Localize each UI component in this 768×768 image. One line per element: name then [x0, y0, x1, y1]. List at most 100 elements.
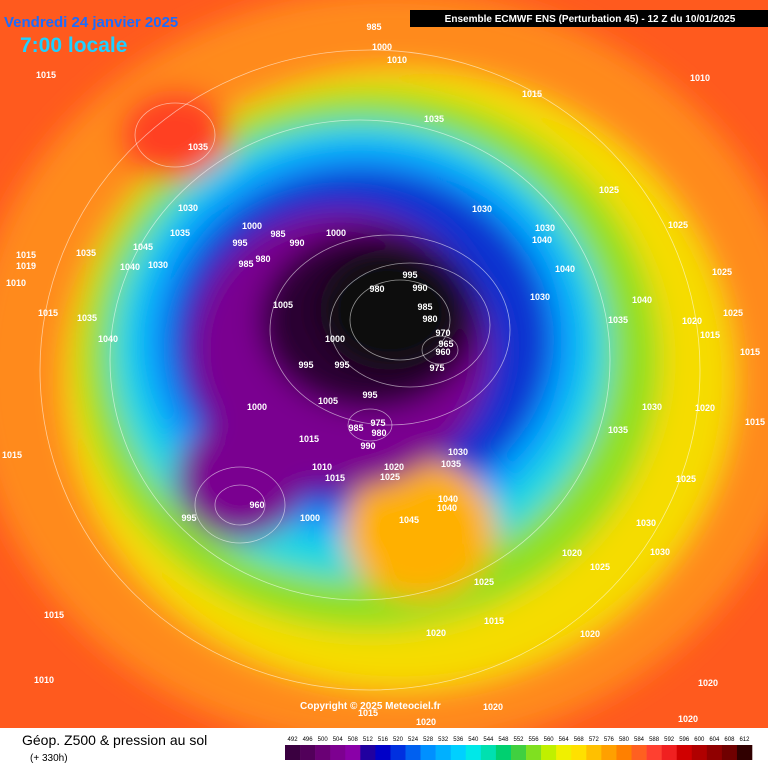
isobar-label: 985 — [238, 259, 253, 269]
colorbar-label: 568 — [574, 737, 585, 743]
colorbar-label: 592 — [664, 737, 675, 743]
colorbar-label: 556 — [529, 737, 540, 743]
isobar-label: 1005 — [273, 300, 293, 310]
z500-zone — [175, 420, 305, 540]
isobar-label: 1025 — [668, 220, 688, 230]
isobar-label: 1035 — [77, 313, 97, 323]
colorbar-swatch — [375, 745, 391, 760]
isobar-label: 980 — [371, 428, 386, 438]
isobar-label: 1010 — [34, 675, 54, 685]
isobar-label: 1025 — [712, 267, 732, 277]
isobar-label: 995 — [232, 238, 247, 248]
colorbar-label: 576 — [604, 737, 615, 743]
isobar-label: 1015 — [44, 610, 64, 620]
colorbar-swatch — [300, 745, 316, 760]
isobar-label: 1030 — [650, 547, 670, 557]
isobar-label: 980 — [369, 284, 384, 294]
colorbar-label: 492 — [288, 737, 299, 743]
isobar — [134, 102, 216, 168]
isobar-label: 1015 — [2, 450, 22, 460]
isobar-label: 1015 — [484, 616, 504, 626]
colorbar-swatch — [571, 745, 587, 760]
isobar-label: 1035 — [76, 248, 96, 258]
colorbar-swatch — [526, 745, 542, 760]
isobar-label: 1020 — [678, 714, 698, 724]
isobar-label: 995 — [334, 360, 349, 370]
isobar-label: 1010 — [690, 73, 710, 83]
isobar-label: 1020 — [682, 316, 702, 326]
isobar-label: 995 — [362, 390, 377, 400]
colorbar-label: 612 — [739, 737, 750, 743]
isobar-label: 1035 — [188, 142, 208, 152]
isobar-label: 1015 — [38, 308, 58, 318]
isobar-label: 1040 — [632, 295, 652, 305]
isobar-label: 1030 — [178, 203, 198, 213]
isobar — [109, 119, 611, 601]
isobar — [214, 484, 266, 526]
colorbar-swatch — [450, 745, 467, 760]
isobar-label: 1040 — [532, 235, 552, 245]
colorbar-swatch — [601, 745, 617, 760]
isobar-label: 995 — [402, 270, 417, 280]
colorbar-swatch — [435, 745, 452, 760]
colorbar-swatch — [285, 745, 301, 760]
isobar-label: 980 — [255, 254, 270, 264]
colorbar-label: 560 — [544, 737, 555, 743]
colorbar-swatch — [480, 745, 497, 760]
colorbar-label: 504 — [333, 737, 344, 743]
isobar-label: 985 — [417, 302, 432, 312]
isobar-label: 1020 — [562, 548, 582, 558]
isobar-label: 1015 — [36, 70, 56, 80]
isobar-label: 985 — [270, 229, 285, 239]
isobar-label: 970 — [435, 328, 450, 338]
colorbar-swatch — [495, 745, 512, 760]
isobar-label: 1035 — [424, 114, 444, 124]
isobar-label: 1025 — [723, 308, 743, 318]
isobar-label: 1000 — [325, 334, 345, 344]
isobar-label: 1000 — [372, 42, 392, 52]
isobar-label: 1020 — [483, 702, 503, 712]
isobar-label: 1035 — [608, 315, 628, 325]
colorbar-swatch — [586, 745, 602, 760]
isobar — [347, 408, 393, 442]
colorbar-swatch — [541, 745, 557, 760]
isobar-label: 1045 — [133, 242, 153, 252]
isobar-label: 1015 — [700, 330, 720, 340]
colorbar-label: 572 — [589, 737, 600, 743]
isobar-label: 1010 — [312, 462, 332, 472]
isobar — [269, 234, 511, 426]
isobar — [39, 49, 701, 691]
colorbar-swatch — [721, 745, 738, 760]
isobar-label: 1020 — [426, 628, 446, 638]
colorbar-label: 512 — [363, 737, 374, 743]
isobar-label: 1025 — [599, 185, 619, 195]
isobar-label: 1030 — [636, 518, 656, 528]
isobar-labels: 985 1000 1010 1015 1010 1015 1035 1035 1030 1030 1… — [2, 22, 765, 727]
colorbar-label: 532 — [438, 737, 449, 743]
colorbar-swatch — [405, 745, 421, 760]
colorbar-swatch — [390, 745, 406, 760]
isobar — [349, 279, 451, 361]
colorbar-label: 548 — [498, 737, 509, 743]
isobar-label: 1030 — [530, 292, 550, 302]
z500-field — [0, 0, 768, 750]
isobar-label: 1015 — [740, 347, 760, 357]
isobar-label: 1015 — [522, 89, 542, 99]
isobar-label: 1040 — [437, 503, 457, 513]
isobar-label: 1040 — [438, 494, 458, 504]
isobar-label: 975 — [429, 363, 444, 373]
footer-subtitle: (+ 330h) — [30, 753, 68, 764]
isobar-label: 980 — [422, 314, 437, 324]
model-banner — [410, 10, 768, 27]
isobar-label: 975 — [370, 418, 385, 428]
colorbar-swatch — [661, 745, 677, 760]
isobar-label: 995 — [181, 513, 196, 523]
isobar-label: 1000 — [326, 228, 346, 238]
colorbar-label: 564 — [559, 737, 570, 743]
isobar-label: 1015 — [16, 250, 36, 260]
isobar-label: 1010 — [387, 55, 407, 65]
isobar-label: 985 — [348, 423, 363, 433]
isobar-label: 1040 — [98, 334, 118, 344]
colorbar: 492 496 500 504 508 512 516 520 524 528 532 536 540 5… — [285, 737, 753, 760]
colorbar-swatch — [330, 745, 346, 760]
